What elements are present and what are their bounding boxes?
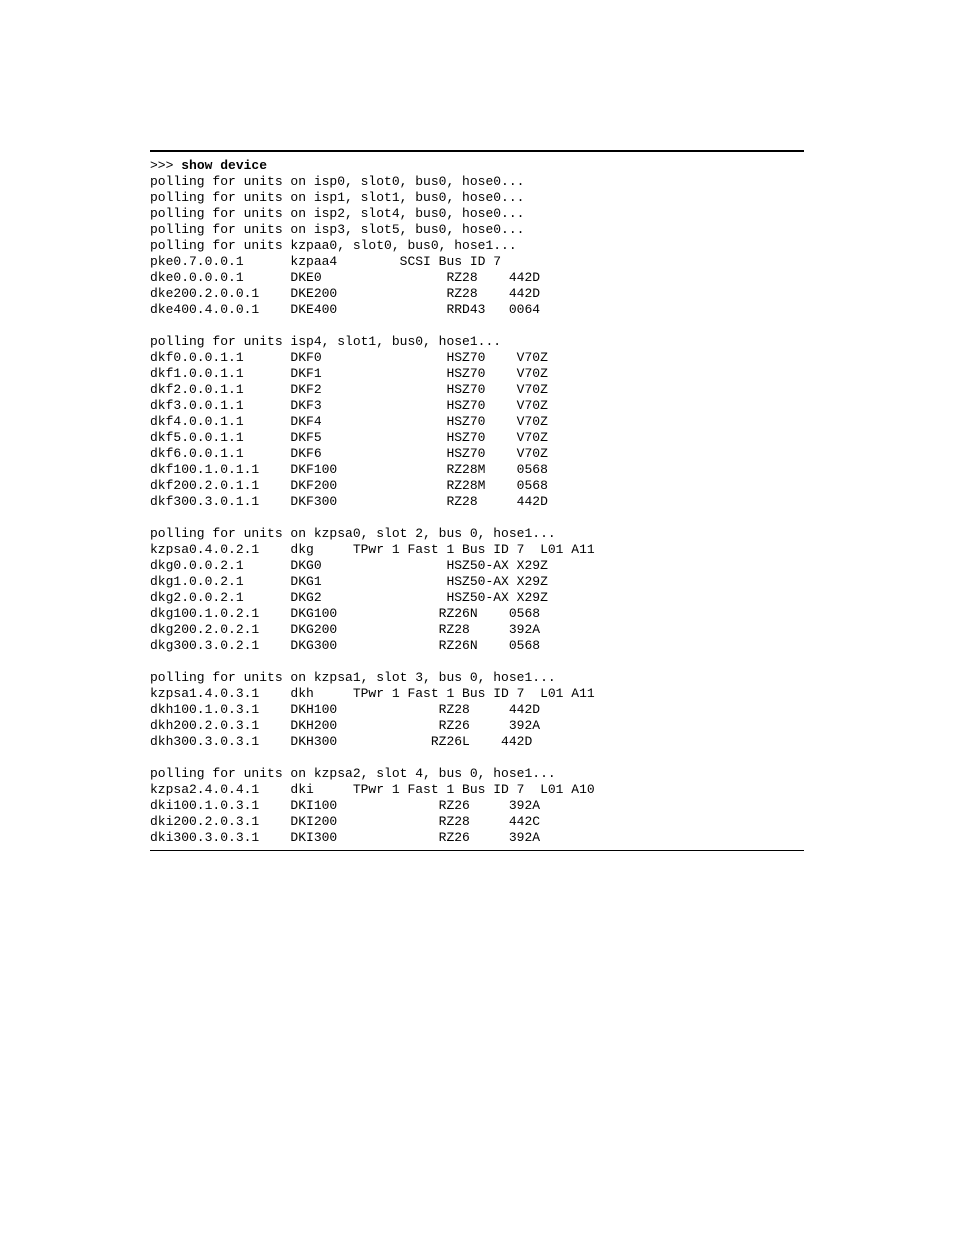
page-container: >>> show device polling for units on isp… — [0, 0, 954, 851]
top-rule — [150, 150, 804, 152]
console-command: show device — [181, 158, 267, 173]
console-prompt: >>> — [150, 158, 181, 173]
console-body: polling for units on isp0, slot0, bus0, … — [150, 174, 595, 845]
bottom-rule — [150, 850, 804, 851]
console-output: >>> show device polling for units on isp… — [150, 158, 804, 846]
